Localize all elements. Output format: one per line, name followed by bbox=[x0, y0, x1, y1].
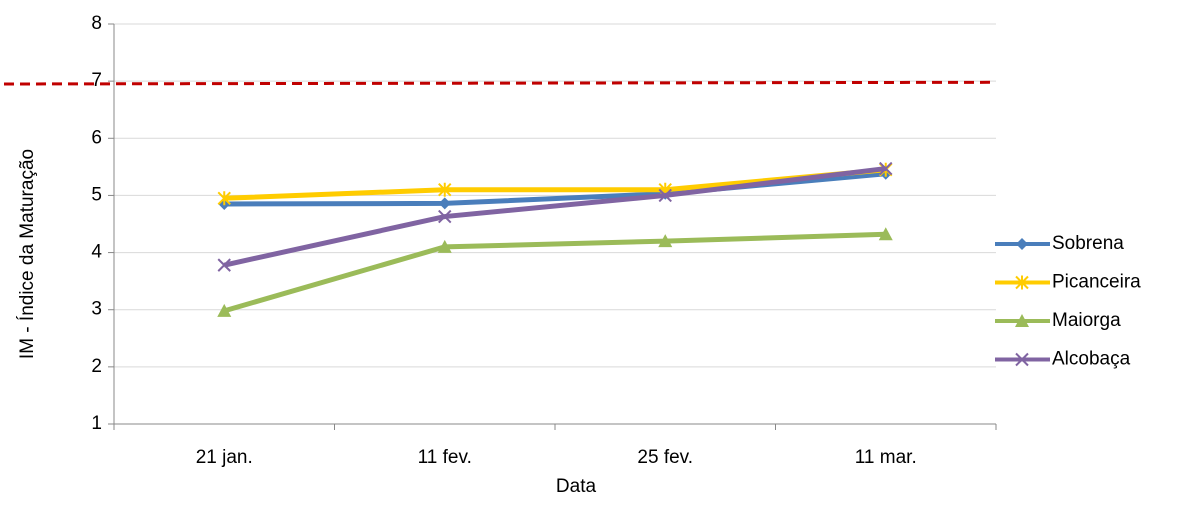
marker bbox=[878, 227, 893, 241]
y-tick-label: 3 bbox=[91, 299, 102, 320]
y-tick-label: 8 bbox=[91, 13, 102, 34]
series-line bbox=[223, 231, 886, 314]
marker bbox=[217, 258, 231, 272]
x-tick-label: 11 mar. bbox=[855, 447, 917, 468]
y-tick-label: 2 bbox=[91, 356, 102, 377]
legend-label: Maiorga bbox=[1052, 310, 1121, 331]
x-axis-label: Data bbox=[556, 476, 597, 497]
y-tick-label: 7 bbox=[91, 70, 102, 91]
y-axis-label: IM - Índice da Maturação bbox=[17, 149, 38, 359]
marker bbox=[438, 182, 452, 197]
marker bbox=[437, 239, 452, 253]
marker bbox=[438, 209, 452, 224]
marker bbox=[217, 303, 232, 317]
x-tick-label: 11 fev. bbox=[418, 447, 472, 468]
marker bbox=[217, 191, 231, 206]
y-tick-label: 4 bbox=[91, 242, 102, 263]
legend-label: Sobrena bbox=[1052, 233, 1124, 254]
marker bbox=[438, 197, 451, 210]
legend-label: Picanceira bbox=[1052, 272, 1141, 293]
marker bbox=[1016, 238, 1028, 250]
y-tick-label: 1 bbox=[91, 413, 102, 434]
y-tick-label: 5 bbox=[91, 184, 102, 205]
marker bbox=[1015, 314, 1029, 327]
y-tick-label: 6 bbox=[91, 127, 102, 148]
marker bbox=[658, 188, 672, 203]
x-tick-label: 21 jan. bbox=[196, 447, 253, 468]
marker bbox=[1015, 352, 1029, 367]
x-tick-label: 25 fev. bbox=[637, 447, 693, 468]
series-line bbox=[223, 166, 887, 268]
marker bbox=[879, 161, 893, 176]
marker bbox=[658, 234, 673, 248]
marker bbox=[1015, 275, 1029, 290]
reference-line bbox=[3, 80, 997, 86]
legend-label: Alcobaça bbox=[1052, 349, 1131, 370]
